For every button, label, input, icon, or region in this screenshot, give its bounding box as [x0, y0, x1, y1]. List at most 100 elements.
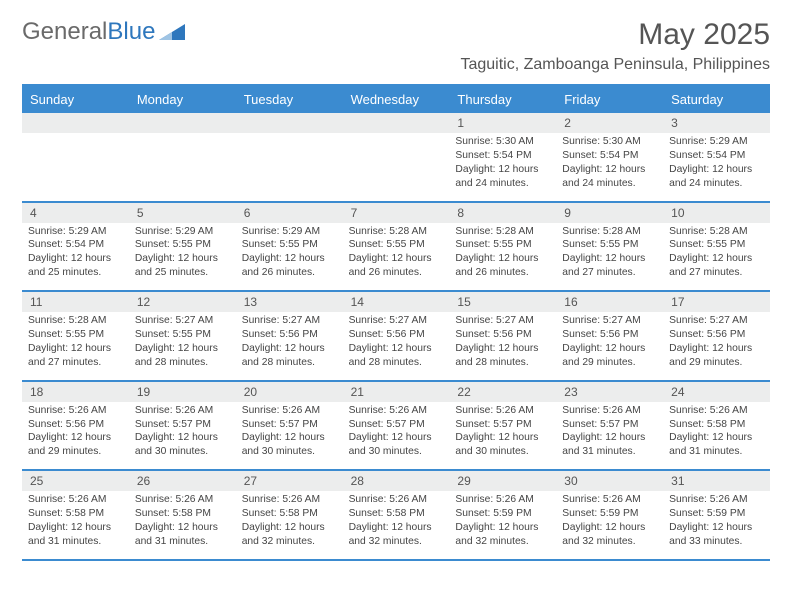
- day-details-row: Sunrise: 5:30 AM Sunset: 5:54 PM Dayligh…: [22, 133, 770, 201]
- day-number: [343, 113, 450, 133]
- day-number: 28: [343, 471, 450, 491]
- day-number: 7: [343, 203, 450, 223]
- day-header-thu: Thursday: [449, 86, 556, 113]
- logo-text-gray: General: [22, 18, 107, 46]
- day-number: 11: [22, 292, 129, 312]
- day-details: [343, 133, 450, 201]
- day-details: Sunrise: 5:29 AM Sunset: 5:54 PM Dayligh…: [22, 223, 129, 291]
- brand-logo: GeneralBlue: [22, 18, 187, 46]
- day-details: Sunrise: 5:29 AM Sunset: 5:55 PM Dayligh…: [236, 223, 343, 291]
- day-details: Sunrise: 5:26 AM Sunset: 5:57 PM Dayligh…: [236, 402, 343, 470]
- day-number: 19: [129, 382, 236, 402]
- day-details: Sunrise: 5:26 AM Sunset: 5:58 PM Dayligh…: [663, 402, 770, 470]
- day-number: 22: [449, 382, 556, 402]
- day-details: Sunrise: 5:26 AM Sunset: 5:56 PM Dayligh…: [22, 402, 129, 470]
- day-number: 29: [449, 471, 556, 491]
- day-number-row: 123: [22, 113, 770, 133]
- day-number: 21: [343, 382, 450, 402]
- calendar-header-row: Sunday Monday Tuesday Wednesday Thursday…: [22, 86, 770, 113]
- day-number: 9: [556, 203, 663, 223]
- day-number: 1: [449, 113, 556, 133]
- day-details: Sunrise: 5:27 AM Sunset: 5:56 PM Dayligh…: [236, 312, 343, 380]
- day-details: Sunrise: 5:28 AM Sunset: 5:55 PM Dayligh…: [556, 223, 663, 291]
- day-details: Sunrise: 5:26 AM Sunset: 5:59 PM Dayligh…: [449, 491, 556, 559]
- day-number: 8: [449, 203, 556, 223]
- day-number: 30: [556, 471, 663, 491]
- day-header-wed: Wednesday: [343, 86, 450, 113]
- day-details: Sunrise: 5:26 AM Sunset: 5:58 PM Dayligh…: [343, 491, 450, 559]
- day-header-mon: Monday: [129, 86, 236, 113]
- day-details: Sunrise: 5:26 AM Sunset: 5:59 PM Dayligh…: [556, 491, 663, 559]
- day-number: 16: [556, 292, 663, 312]
- day-number: 2: [556, 113, 663, 133]
- day-details: Sunrise: 5:29 AM Sunset: 5:55 PM Dayligh…: [129, 223, 236, 291]
- day-details: Sunrise: 5:26 AM Sunset: 5:58 PM Dayligh…: [236, 491, 343, 559]
- day-details: Sunrise: 5:30 AM Sunset: 5:54 PM Dayligh…: [449, 133, 556, 201]
- logo-text-blue: Blue: [107, 18, 155, 46]
- day-number-row: 18192021222324: [22, 382, 770, 402]
- day-details: Sunrise: 5:26 AM Sunset: 5:59 PM Dayligh…: [663, 491, 770, 559]
- day-details-row: Sunrise: 5:26 AM Sunset: 5:56 PM Dayligh…: [22, 402, 770, 470]
- day-details: Sunrise: 5:30 AM Sunset: 5:54 PM Dayligh…: [556, 133, 663, 201]
- day-details: Sunrise: 5:26 AM Sunset: 5:57 PM Dayligh…: [343, 402, 450, 470]
- day-details: [22, 133, 129, 201]
- day-details: Sunrise: 5:28 AM Sunset: 5:55 PM Dayligh…: [449, 223, 556, 291]
- calendar-week: 123Sunrise: 5:30 AM Sunset: 5:54 PM Dayl…: [22, 113, 770, 203]
- day-number: 24: [663, 382, 770, 402]
- page-header: GeneralBlue May 2025 Taguitic, Zamboanga…: [22, 18, 770, 74]
- day-number: [129, 113, 236, 133]
- month-title: May 2025: [460, 18, 770, 52]
- day-details: [236, 133, 343, 201]
- day-number: 5: [129, 203, 236, 223]
- day-number-row: 45678910: [22, 203, 770, 223]
- day-number-row: 25262728293031: [22, 471, 770, 491]
- day-number: 3: [663, 113, 770, 133]
- day-number: 26: [129, 471, 236, 491]
- day-details: Sunrise: 5:26 AM Sunset: 5:58 PM Dayligh…: [22, 491, 129, 559]
- day-details: Sunrise: 5:28 AM Sunset: 5:55 PM Dayligh…: [343, 223, 450, 291]
- day-details: Sunrise: 5:26 AM Sunset: 5:57 PM Dayligh…: [556, 402, 663, 470]
- day-details: Sunrise: 5:27 AM Sunset: 5:55 PM Dayligh…: [129, 312, 236, 380]
- day-number: 13: [236, 292, 343, 312]
- day-details-row: Sunrise: 5:29 AM Sunset: 5:54 PM Dayligh…: [22, 223, 770, 291]
- day-number: [22, 113, 129, 133]
- calendar-week: 45678910Sunrise: 5:29 AM Sunset: 5:54 PM…: [22, 203, 770, 293]
- calendar-week: 11121314151617Sunrise: 5:28 AM Sunset: 5…: [22, 292, 770, 382]
- day-details: Sunrise: 5:26 AM Sunset: 5:57 PM Dayligh…: [449, 402, 556, 470]
- day-details-row: Sunrise: 5:26 AM Sunset: 5:58 PM Dayligh…: [22, 491, 770, 559]
- calendar-body: 123Sunrise: 5:30 AM Sunset: 5:54 PM Dayl…: [22, 113, 770, 561]
- calendar: Sunday Monday Tuesday Wednesday Thursday…: [22, 84, 770, 561]
- day-number: 14: [343, 292, 450, 312]
- day-number: 20: [236, 382, 343, 402]
- day-number: 10: [663, 203, 770, 223]
- location-subtitle: Taguitic, Zamboanga Peninsula, Philippin…: [460, 56, 770, 74]
- day-details: Sunrise: 5:27 AM Sunset: 5:56 PM Dayligh…: [449, 312, 556, 380]
- logo-triangle-icon: [159, 22, 187, 42]
- day-details: [129, 133, 236, 201]
- day-header-fri: Friday: [556, 86, 663, 113]
- day-details: Sunrise: 5:26 AM Sunset: 5:58 PM Dayligh…: [129, 491, 236, 559]
- day-header-sat: Saturday: [663, 86, 770, 113]
- day-number: [236, 113, 343, 133]
- day-number: 27: [236, 471, 343, 491]
- day-number: 31: [663, 471, 770, 491]
- day-number: 4: [22, 203, 129, 223]
- day-details: Sunrise: 5:27 AM Sunset: 5:56 PM Dayligh…: [556, 312, 663, 380]
- day-details: Sunrise: 5:27 AM Sunset: 5:56 PM Dayligh…: [343, 312, 450, 380]
- title-block: May 2025 Taguitic, Zamboanga Peninsula, …: [460, 18, 770, 74]
- calendar-week: 18192021222324Sunrise: 5:26 AM Sunset: 5…: [22, 382, 770, 472]
- day-number: 18: [22, 382, 129, 402]
- day-number-row: 11121314151617: [22, 292, 770, 312]
- day-number: 12: [129, 292, 236, 312]
- day-details: Sunrise: 5:27 AM Sunset: 5:56 PM Dayligh…: [663, 312, 770, 380]
- day-details-row: Sunrise: 5:28 AM Sunset: 5:55 PM Dayligh…: [22, 312, 770, 380]
- day-number: 17: [663, 292, 770, 312]
- day-details: Sunrise: 5:28 AM Sunset: 5:55 PM Dayligh…: [22, 312, 129, 380]
- day-header-sun: Sunday: [22, 86, 129, 113]
- day-header-tue: Tuesday: [236, 86, 343, 113]
- day-number: 6: [236, 203, 343, 223]
- calendar-week: 25262728293031Sunrise: 5:26 AM Sunset: 5…: [22, 471, 770, 561]
- day-number: 15: [449, 292, 556, 312]
- day-number: 25: [22, 471, 129, 491]
- day-details: Sunrise: 5:28 AM Sunset: 5:55 PM Dayligh…: [663, 223, 770, 291]
